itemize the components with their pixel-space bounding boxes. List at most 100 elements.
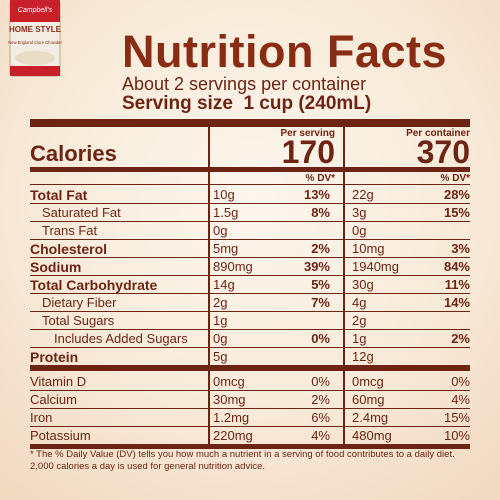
nutrient-row: Potassium 220mg 4% 480mg 10% (30, 426, 470, 445)
nutrient-name: Cholesterol (30, 241, 108, 257)
serving-heading: Per serving (280, 128, 335, 139)
serving-size-label: Serving size (122, 93, 233, 114)
container-amount: 22g (352, 187, 374, 202)
serving-amount: 5mg (213, 241, 239, 256)
container-amount: 1g (352, 331, 367, 346)
serving-dv: 8% (311, 205, 330, 220)
nutrient-name: Vitamin D (30, 374, 87, 389)
serving-amount: 5g (213, 349, 228, 364)
serving-amount: 1g (213, 313, 228, 328)
nutrient-row: Saturated Fat 1.5g 8% 3g 15% (30, 203, 470, 222)
serving-amount: 890mg (213, 259, 253, 274)
container-dv: 10% (443, 428, 470, 443)
calories-serving: 170 (281, 134, 335, 170)
container-amount: 3g (352, 205, 367, 220)
serving-dv: 13% (303, 187, 330, 202)
nutrient-name: Trans Fat (42, 223, 98, 238)
nutrient-row: Trans Fat 0g 0g (30, 221, 470, 240)
serving-amount: 1.5g (213, 205, 239, 220)
serving-dv: 5% (311, 277, 330, 292)
container-dv: 4% (451, 392, 470, 407)
container-amount: 30g (352, 277, 374, 292)
rule (30, 184, 470, 185)
container-heading: Per container (406, 128, 470, 139)
nutrient-row: Total Carbohydrate 14g 5% 30g 11% (30, 275, 470, 294)
nutrient-name: Calcium (30, 392, 77, 407)
container-amount: 60mg (352, 392, 385, 407)
nutrient-row: Cholesterol 5mg 2% 10mg 3% (30, 239, 470, 258)
serving-dv: 4% (311, 428, 330, 443)
serving-amount: 0mcg (213, 374, 245, 389)
container-dv: 2% (451, 331, 470, 346)
nutrient-name: Potassium (30, 428, 91, 443)
product-can: Campbell's HOME STYLE New England Clam C… (8, 0, 62, 77)
nutrient-row: Calcium 30mg 2% 60mg 4% (30, 390, 470, 409)
nutrient-row: Protein 5g 12g (30, 347, 470, 366)
serving-amount: 0g (213, 331, 228, 346)
thick-rule (30, 365, 470, 371)
serving-amount: 0g (213, 223, 228, 238)
container-amount: 4g (352, 295, 367, 310)
calories-label: Calories (30, 141, 117, 166)
brand: Campbell's (18, 7, 53, 14)
container-dv: 15% (443, 205, 470, 220)
container-amount: 12g (352, 349, 374, 364)
container-dv: 14% (443, 295, 470, 310)
container-dv: 84% (443, 259, 470, 274)
nutrient-name: Saturated Fat (42, 205, 121, 220)
thick-rule (30, 167, 470, 172)
serving-dv: 2% (311, 392, 330, 407)
container-amount: 0g (352, 223, 367, 238)
dv-heading: % DV* (305, 173, 335, 184)
nutrient-row: Dietary Fiber 2g 7% 4g 14% (30, 293, 470, 312)
title: Nutrition Facts (122, 26, 448, 77)
calories-container: 370 (416, 134, 470, 170)
container-amount: 2.4mg (352, 410, 389, 425)
serving-dv: 7% (311, 295, 330, 310)
serving-amount: 30mg (213, 392, 246, 407)
serving-dv: 2% (311, 241, 330, 256)
thick-rule (30, 119, 470, 127)
nutrient-name: Total Sugars (42, 313, 115, 328)
serving-amount: 14g (213, 277, 235, 292)
container-dv: 0% (451, 374, 470, 389)
container-dv: 11% (444, 277, 470, 292)
serving-amount: 2g (213, 295, 228, 310)
nutrient-row: Iron 1.2mg 6% 2.4mg 15% (30, 408, 470, 427)
container-amount: 0mcg (352, 374, 384, 389)
container-dv: 28% (443, 187, 470, 202)
servings: About 2 servings per container (122, 74, 367, 94)
serving-size: Serving size 1 cup (240mL) (122, 93, 371, 115)
nutrient-name: Dietary Fiber (42, 295, 117, 310)
container-amount: 480mg (352, 428, 392, 443)
nutrient-row: Includes Added Sugars 0g 0% 1g 2% (30, 329, 470, 348)
product-line: HOME STYLE (9, 25, 62, 34)
nutrient-row: Vitamin D 0mcg 0% 0mcg 0% (30, 372, 470, 391)
dv-heading: % DV* (440, 173, 470, 184)
container-amount: 2g (352, 313, 367, 328)
nutrient-name: Total Carbohydrate (30, 277, 158, 293)
nutrient-row: Total Sugars 1g 2g (30, 311, 470, 330)
nutrient-row: Total Fat 10g 13% 22g 28% (30, 185, 470, 204)
nutrient-name: Sodium (30, 259, 82, 275)
column-divider (208, 127, 210, 445)
serving-amount: 1.2mg (213, 410, 250, 425)
serving-dv: 39% (303, 259, 330, 274)
serving-dv: 0% (311, 374, 330, 389)
serving-amount: 10g (213, 187, 235, 202)
variety: New England Clam Chowder (8, 40, 62, 45)
serving-dv: 0% (311, 331, 330, 346)
footnote: * The % Daily Value (DV) tells you how m… (30, 449, 455, 472)
serving-size-value: 1 cup (240mL) (243, 93, 372, 114)
container-amount: 10mg (352, 241, 385, 256)
container-dv: 3% (451, 241, 470, 256)
container-amount: 1940mg (352, 259, 399, 274)
serving-dv: 6% (311, 410, 330, 425)
container-dv: 15% (443, 410, 470, 425)
nutrient-name: Includes Added Sugars (54, 331, 188, 346)
column-divider (343, 127, 345, 445)
thick-rule (30, 444, 470, 449)
serving-amount: 220mg (213, 428, 253, 443)
nutrient-row: Sodium 890mg 39% 1940mg 84% (30, 257, 470, 276)
